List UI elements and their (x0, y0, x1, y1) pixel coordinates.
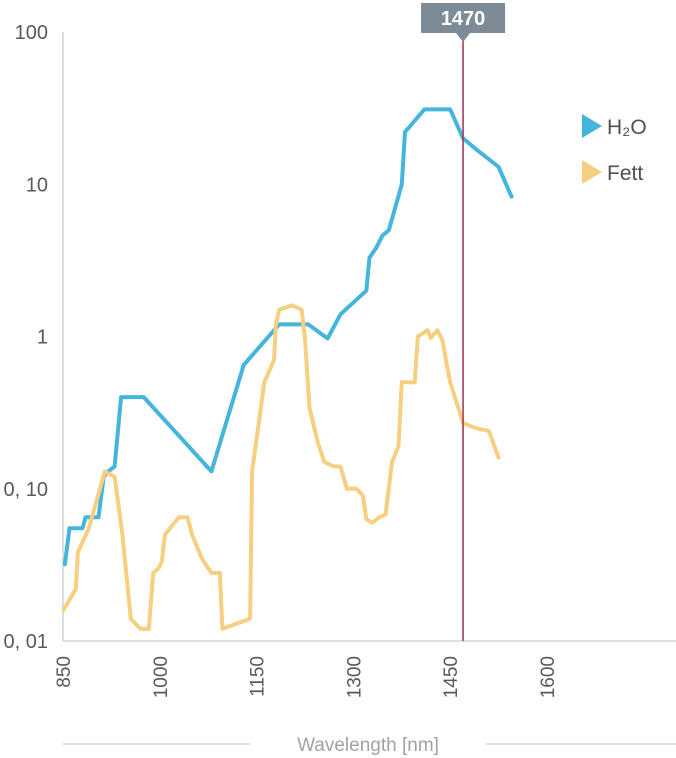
legend-label: Fett (607, 162, 643, 185)
y-tick-label: 0, 01 (4, 631, 48, 653)
x-tick-label: 1000 (151, 656, 172, 698)
x-tick-label: 1150 (248, 656, 269, 697)
y-tick-label: 0, 10 (4, 479, 48, 501)
series-line (61, 303, 501, 631)
x-tick-labels: 850 1000 1150 1300 1450 1600 (54, 656, 559, 698)
x-axis-label: Wavelength [nm] (297, 735, 439, 756)
y-tick-labels: 100 10 1 0, 10 0, 01 (4, 22, 48, 653)
y-tick-label: 10 (26, 174, 48, 196)
x-tick-label: 850 (54, 656, 75, 688)
legend-label: H₂O (607, 116, 647, 139)
x-axis-title: Wavelength [nm] (63, 735, 676, 756)
legend-marker-icon (582, 114, 602, 138)
x-tick-label: 1450 (441, 656, 462, 698)
x-tick-label: 1600 (538, 656, 559, 698)
marker-label: 1470 (441, 8, 486, 30)
y-tick-label: 1 (37, 327, 48, 349)
y-tick-label: 100 (15, 22, 48, 44)
series (61, 107, 514, 631)
legend-marker-icon (582, 160, 602, 184)
axes (62, 32, 676, 642)
marker-badge (421, 3, 506, 42)
x-tick-label: 1300 (344, 656, 365, 698)
legend: H₂O Fett (582, 114, 647, 185)
marker: 1470 (421, 3, 506, 641)
series-line (62, 107, 514, 567)
